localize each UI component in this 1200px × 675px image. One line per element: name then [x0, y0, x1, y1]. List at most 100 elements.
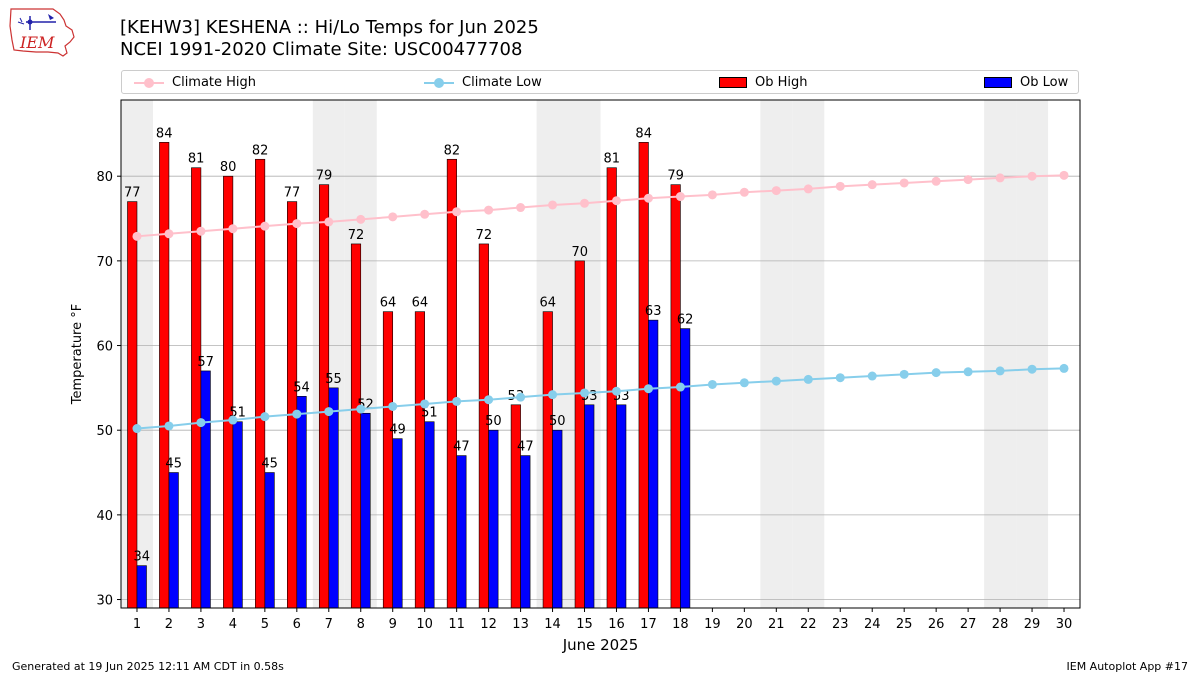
point-climate-low-day-27 — [963, 367, 973, 377]
point-climate-low-day-12 — [484, 395, 494, 405]
x-tick-label-10: 10 — [416, 617, 433, 632]
point-climate-low-day-1 — [132, 424, 142, 434]
legend-marker-climate-high — [134, 77, 164, 88]
x-tick-label-19: 19 — [704, 617, 721, 632]
x-tick-label-7: 7 — [325, 617, 333, 632]
x-tick-label-25: 25 — [896, 617, 913, 632]
point-climate-low-day-24 — [867, 371, 877, 381]
bar-ob-low-day-9 — [392, 438, 403, 609]
bar-ob-high-day-8 — [350, 243, 362, 609]
x-tick-label-14: 14 — [544, 617, 561, 632]
point-climate-high-day-12 — [484, 205, 494, 215]
label-ob-high-day-1: 77 — [124, 186, 141, 201]
point-climate-low-day-16 — [611, 386, 621, 396]
app-credit: IEM Autoplot App #17 — [1066, 660, 1189, 673]
generated-timestamp: Generated at 19 Jun 2025 12:11 AM CDT in… — [12, 660, 284, 673]
y-tick-label-70: 70 — [96, 255, 113, 270]
bar-ob-low-day-18 — [680, 328, 691, 609]
point-climate-high-day-8 — [356, 214, 366, 224]
point-climate-low-day-4 — [228, 415, 238, 425]
bar-ob-low-day-3 — [200, 370, 211, 609]
point-climate-low-day-20 — [739, 378, 749, 388]
x-tick-label-12: 12 — [480, 617, 497, 632]
y-tick-label-50: 50 — [96, 424, 113, 439]
point-climate-high-day-10 — [420, 209, 430, 219]
point-climate-high-day-30 — [1059, 170, 1069, 180]
bar-ob-low-day-16 — [616, 404, 627, 609]
bar-ob-low-day-17 — [648, 319, 659, 609]
x-tick-label-13: 13 — [512, 617, 529, 632]
point-climate-high-day-17 — [643, 193, 653, 203]
label-ob-high-day-18: 79 — [667, 169, 684, 184]
x-tick-label-1: 1 — [133, 617, 141, 632]
x-tick-label-16: 16 — [608, 617, 625, 632]
bar-ob-high-day-15 — [574, 260, 585, 609]
iem-logo: IEM — [9, 8, 75, 57]
legend-item-climate-high: Climate High — [134, 75, 256, 90]
bar-ob-low-day-5 — [264, 472, 275, 609]
point-climate-high-day-14 — [548, 200, 558, 210]
point-climate-low-day-22 — [803, 374, 813, 384]
point-climate-low-day-10 — [420, 399, 430, 409]
legend-swatch-ob-high — [719, 77, 747, 88]
label-ob-low-day-17: 63 — [645, 304, 662, 319]
x-tick-label-20: 20 — [736, 617, 753, 632]
y-tick-label-60: 60 — [96, 340, 113, 355]
label-ob-high-day-12: 72 — [476, 228, 493, 243]
point-climate-low-day-6 — [292, 409, 302, 419]
point-climate-high-day-24 — [867, 180, 877, 190]
label-ob-low-day-11: 47 — [453, 440, 470, 455]
label-ob-low-day-13: 47 — [517, 440, 534, 455]
x-tick-label-29: 29 — [1024, 617, 1041, 632]
label-ob-low-day-10: 51 — [421, 406, 438, 421]
plot-frame — [120, 99, 1081, 609]
bar-ob-high-day-7 — [318, 184, 330, 609]
point-climate-high-day-18 — [675, 192, 685, 202]
legend-marker-climate-low — [424, 77, 454, 88]
point-climate-high-day-23 — [835, 181, 845, 191]
legend-swatch-ob-low — [984, 77, 1012, 88]
label-ob-high-day-14: 64 — [540, 296, 557, 311]
point-climate-high-day-4 — [228, 224, 238, 234]
y-axis-label: Temperature °F — [70, 304, 85, 405]
point-climate-high-day-5 — [260, 221, 270, 231]
logo-text: IEM — [19, 33, 55, 52]
legend-item-climate-low: Climate Low — [424, 75, 542, 90]
x-tick-label-22: 22 — [800, 617, 817, 632]
point-climate-high-day-21 — [771, 186, 781, 196]
label-ob-low-day-2: 45 — [165, 457, 182, 472]
bar-ob-low-day-13 — [520, 455, 531, 609]
point-climate-low-day-25 — [899, 369, 909, 379]
bar-ob-low-day-10 — [424, 421, 435, 609]
chart-legend: Climate High Climate Low Ob High Ob Low — [121, 70, 1079, 94]
point-climate-high-day-9 — [388, 212, 398, 222]
point-climate-low-day-9 — [388, 401, 398, 411]
bar-ob-high-day-10 — [414, 311, 425, 609]
label-ob-low-day-5: 45 — [261, 457, 278, 472]
bar-ob-high-day-14 — [542, 311, 553, 609]
line-climate-high — [136, 174, 1065, 238]
legend-item-ob-high: Ob High — [719, 75, 808, 90]
x-tick-label-5: 5 — [261, 617, 269, 632]
point-climate-low-day-29 — [1027, 364, 1037, 374]
point-climate-high-day-3 — [196, 226, 206, 236]
label-ob-high-day-17: 84 — [635, 126, 652, 141]
x-tick-label-30: 30 — [1056, 617, 1073, 632]
label-ob-low-day-12: 50 — [485, 414, 502, 429]
bar-ob-low-day-7 — [328, 387, 339, 609]
bar-ob-low-day-11 — [456, 455, 467, 609]
label-ob-low-day-14: 50 — [549, 414, 566, 429]
point-climate-low-day-23 — [835, 373, 845, 383]
x-tick-label-11: 11 — [448, 617, 465, 632]
bar-ob-high-day-4 — [223, 175, 234, 609]
chart-subtitle: NCEI 1991-2020 Climate Site: USC00477708 — [120, 39, 523, 60]
point-climate-high-day-13 — [516, 203, 526, 213]
x-tick-label-9: 9 — [389, 617, 397, 632]
point-climate-high-day-22 — [803, 184, 813, 194]
label-ob-low-day-6: 54 — [293, 380, 310, 395]
y-tick-label-30: 30 — [96, 594, 113, 609]
bar-ob-low-day-6 — [296, 396, 307, 609]
label-ob-high-day-4: 80 — [220, 160, 237, 175]
point-climate-low-day-28 — [995, 366, 1005, 376]
